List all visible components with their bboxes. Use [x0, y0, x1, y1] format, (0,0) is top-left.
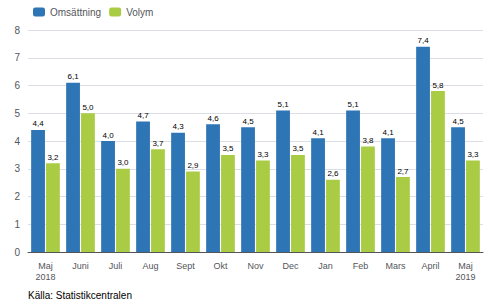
svg-text:4: 4 — [14, 136, 20, 147]
svg-text:5,0: 5,0 — [82, 103, 94, 112]
svg-text:4,4: 4,4 — [32, 119, 44, 128]
svg-text:Feb: Feb — [353, 261, 369, 271]
svg-text:4,1: 4,1 — [382, 128, 394, 137]
svg-text:3,3: 3,3 — [467, 150, 479, 159]
svg-text:3,5: 3,5 — [222, 144, 234, 153]
svg-text:4,1: 4,1 — [312, 128, 324, 137]
svg-text:5,8: 5,8 — [432, 81, 444, 90]
svg-text:Okt: Okt — [213, 261, 228, 271]
svg-text:3,5: 3,5 — [292, 144, 304, 153]
svg-text:2019: 2019 — [455, 272, 475, 282]
svg-text:4,7: 4,7 — [137, 111, 149, 120]
svg-text:8: 8 — [14, 25, 20, 36]
svg-text:4,5: 4,5 — [242, 117, 254, 126]
svg-text:4,6: 4,6 — [207, 114, 219, 123]
svg-text:5,1: 5,1 — [347, 100, 359, 109]
svg-text:Juli: Juli — [109, 261, 123, 271]
svg-text:2018: 2018 — [35, 272, 55, 282]
svg-text:2,7: 2,7 — [397, 167, 409, 176]
svg-text:5: 5 — [14, 108, 20, 119]
svg-text:4,5: 4,5 — [452, 117, 464, 126]
svg-text:4,0: 4,0 — [102, 131, 114, 140]
svg-text:Omsättning: Omsättning — [50, 7, 101, 18]
svg-text:Dec: Dec — [282, 261, 299, 271]
svg-text:2,9: 2,9 — [187, 161, 199, 170]
svg-text:Sept: Sept — [176, 261, 195, 271]
svg-text:Volym: Volym — [126, 7, 153, 18]
svg-text:April: April — [421, 261, 439, 271]
svg-text:5,1: 5,1 — [277, 100, 289, 109]
svg-text:7,4: 7,4 — [417, 36, 429, 45]
svg-text:3,2: 3,2 — [47, 153, 59, 162]
svg-text:2: 2 — [14, 191, 20, 202]
svg-text:4,3: 4,3 — [172, 122, 184, 131]
svg-text:Mars: Mars — [386, 261, 406, 271]
svg-text:Juni: Juni — [72, 261, 89, 271]
svg-text:Källa: Statistikcentralen: Källa: Statistikcentralen — [28, 290, 132, 301]
svg-text:3,3: 3,3 — [257, 150, 269, 159]
svg-text:0: 0 — [14, 247, 20, 258]
svg-text:3,8: 3,8 — [362, 136, 374, 145]
svg-text:Maj: Maj — [458, 261, 473, 271]
svg-text:Nov: Nov — [247, 261, 264, 271]
svg-text:2,6: 2,6 — [327, 169, 339, 178]
svg-text:6,1: 6,1 — [67, 72, 79, 81]
svg-text:3,7: 3,7 — [152, 139, 164, 148]
svg-text:3,0: 3,0 — [117, 158, 129, 167]
svg-text:7: 7 — [14, 52, 20, 63]
svg-text:6: 6 — [14, 80, 20, 91]
svg-text:Maj: Maj — [38, 261, 53, 271]
svg-text:1: 1 — [14, 219, 20, 230]
svg-text:Aug: Aug — [142, 261, 158, 271]
svg-text:Jan: Jan — [318, 261, 333, 271]
svg-text:3: 3 — [14, 163, 20, 174]
